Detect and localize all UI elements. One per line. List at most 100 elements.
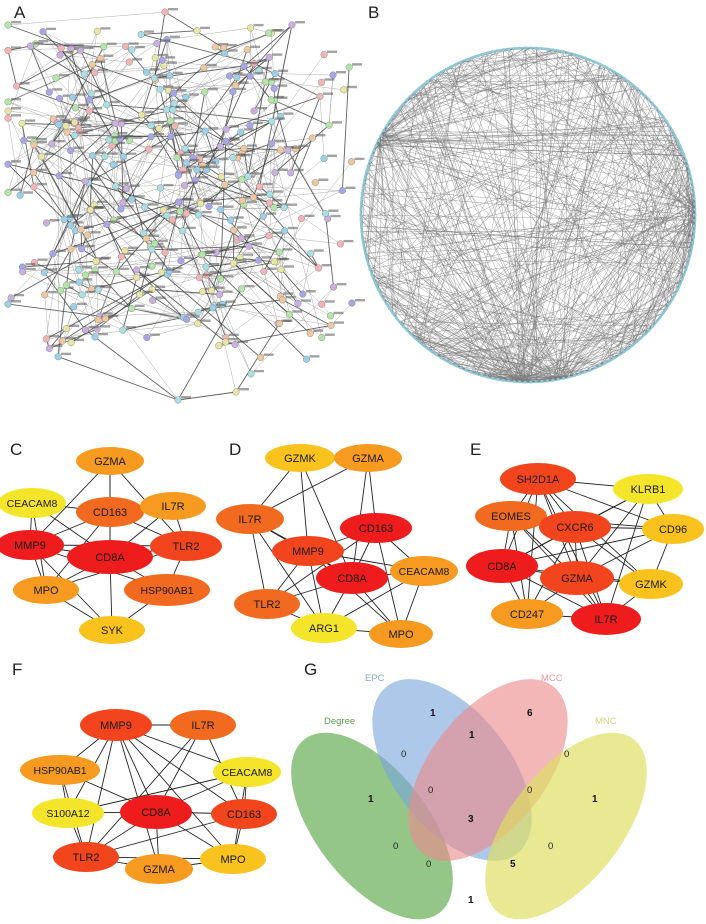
ppi-node-label	[134, 45, 145, 49]
gene-node-label: CD8A	[337, 573, 367, 585]
ppi-node-label	[90, 231, 101, 234]
panel-label-a: A	[14, 3, 26, 22]
ppi-node-label	[119, 267, 130, 271]
ppi-node	[112, 182, 120, 190]
circle-node	[439, 356, 443, 360]
circle-node	[567, 375, 571, 379]
circle-node	[417, 87, 421, 90]
circle-node	[364, 251, 367, 255]
circle-node	[523, 380, 527, 384]
ppi-node-label	[88, 325, 99, 329]
circle-node	[622, 350, 626, 354]
ppi-node	[62, 325, 70, 333]
circle-node	[572, 53, 576, 57]
ppi-node-label	[123, 205, 134, 208]
ppi-node-label	[111, 136, 122, 139]
circle-node	[664, 307, 668, 311]
ppi-node	[298, 215, 306, 223]
gene-node-label: CD247	[510, 609, 544, 621]
ppi-node-label	[139, 273, 150, 276]
network-edge	[85, 724, 204, 858]
ppi-node-label	[55, 249, 66, 253]
ppi-node	[4, 107, 12, 115]
ppi-node-label	[274, 139, 285, 143]
ppi-node-label	[172, 71, 183, 75]
ppi-node-label	[84, 225, 94, 228]
ppi-node-label	[183, 149, 194, 152]
venn-count-degree-mcc: 0	[393, 841, 398, 852]
gene-node-label: HSP90AB1	[140, 585, 193, 597]
ppi-node	[170, 99, 178, 107]
circle-node	[496, 377, 500, 381]
ppi-node-label	[149, 234, 160, 237]
gene-node-shape	[79, 616, 145, 644]
ppi-node	[177, 257, 185, 265]
ppi-node-label	[54, 140, 65, 143]
circle-node	[459, 366, 463, 370]
ppi-node-label	[247, 62, 257, 65]
gene-node-shape	[213, 757, 281, 787]
ppi-node	[4, 21, 12, 29]
circle-node	[540, 47, 544, 51]
circle-node	[405, 98, 409, 102]
ppi-node-label	[327, 50, 338, 53]
circular-network-b	[359, 46, 697, 384]
gene-node-label: CD163	[227, 809, 261, 821]
ppi-node-label	[243, 128, 254, 131]
gene-node-label: IL7R	[161, 501, 184, 513]
gene-node-shape	[0, 530, 64, 560]
ppi-node-label	[74, 44, 85, 47]
ppi-node-label	[11, 97, 21, 101]
ppi-node	[119, 326, 127, 334]
ppi-node	[75, 278, 83, 286]
gene-node-label: IL7R	[191, 720, 214, 732]
circle-node	[529, 46, 533, 50]
circle-node	[435, 353, 439, 357]
gene-node-cd8a: CD8A	[120, 795, 192, 829]
ppi-node	[194, 308, 202, 316]
ppi-node	[128, 305, 136, 313]
circle-node	[426, 347, 430, 350]
ppi-node	[336, 240, 344, 248]
ppi-node	[161, 248, 169, 256]
ppi-node-label	[290, 146, 301, 149]
circle-node	[693, 213, 697, 217]
ppi-node	[117, 205, 125, 213]
circle-node	[562, 50, 566, 54]
ppi-node	[201, 127, 209, 135]
circle-node	[690, 246, 694, 250]
ppi-node	[171, 122, 179, 130]
ppi-node	[111, 119, 119, 127]
venn-set-degree	[291, 732, 453, 920]
gene-node-label: MPO	[220, 854, 246, 866]
circle-node	[651, 102, 655, 106]
circle-node	[464, 368, 468, 372]
gene-node-shape	[140, 492, 206, 520]
gene-node-label: GZMA	[561, 573, 593, 585]
ppi-node-label	[223, 205, 234, 208]
ppi-node	[153, 40, 161, 48]
ppi-node	[133, 274, 141, 282]
ppi-node-label	[11, 107, 21, 110]
ppi-node-label	[154, 121, 164, 124]
ppi-node	[45, 88, 53, 96]
ppi-node	[85, 107, 93, 115]
ppi-node-label	[274, 95, 285, 99]
gene-node-label: MMP9	[292, 546, 324, 558]
gene-node-shape	[53, 842, 119, 872]
ppi-node	[85, 96, 93, 104]
ppi-node-label	[11, 188, 21, 191]
networkD-nodes: GZMK GZMA IL7R CD163 MMP9 CD8A CEACAM8 TLR2 ARG1…	[216, 444, 458, 648]
ppi-node-label	[44, 152, 55, 156]
circle-node	[651, 324, 655, 328]
gene-node-hsp90ab1: HSP90AB1	[124, 574, 210, 606]
ppi-node	[67, 339, 75, 347]
ppi-node	[243, 46, 251, 54]
gene-node-shape	[80, 709, 152, 741]
gene-node-label: MMP9	[100, 720, 132, 732]
circle-node	[639, 90, 643, 94]
ppi-node	[20, 136, 28, 144]
ppi-node	[294, 299, 302, 307]
ppi-node-label	[11, 160, 21, 163]
ppi-node-label	[186, 165, 197, 168]
